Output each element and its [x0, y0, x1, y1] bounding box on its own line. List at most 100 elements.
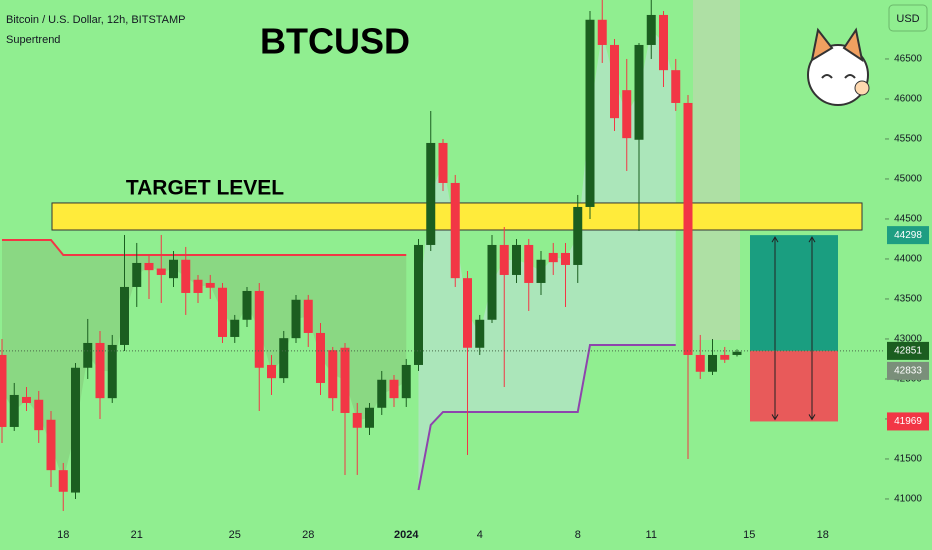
candle-body [83, 342, 93, 368]
x-tick-label: 18 [817, 529, 829, 541]
price-label-box [887, 226, 929, 245]
candle-body [181, 259, 191, 293]
chart-title: BTCUSD [260, 21, 410, 62]
candle-body [352, 412, 362, 428]
candle-body [46, 419, 56, 471]
y-tick-label: 41000 [894, 494, 922, 505]
candle-body [622, 90, 632, 139]
currency-button[interactable] [888, 4, 928, 32]
mascot [807, 27, 870, 106]
price-label-box [887, 341, 929, 360]
candle-body [708, 354, 717, 372]
candle-body [561, 252, 570, 265]
candle-body [132, 262, 142, 287]
price-label: 41969 [894, 416, 922, 427]
candle-body [95, 342, 105, 399]
x-tick-label: 8 [575, 529, 581, 541]
candle-body [524, 244, 534, 283]
candle-body [169, 259, 178, 279]
candle-body [377, 379, 387, 408]
candle-body [414, 244, 423, 365]
x-tick-label: 25 [229, 529, 241, 541]
y-tick-label: 43000 [894, 334, 922, 345]
candle-body [487, 244, 497, 320]
y-tick-label: 41500 [894, 454, 922, 465]
candle-body [0, 354, 7, 427]
indicator-label: Supertrend [6, 34, 60, 46]
candle-body [254, 290, 264, 368]
supertrend-line [417, 343, 676, 491]
candle-body [634, 44, 644, 140]
candle-body [720, 354, 730, 360]
candle-body [71, 367, 80, 493]
candle-body [279, 338, 289, 379]
candle-body [144, 262, 154, 271]
trend-fill [418, 29, 676, 491]
y-tick-label: 46000 [894, 94, 922, 105]
candle-body [58, 470, 68, 492]
x-tick-label: 28 [302, 529, 314, 541]
candle-body [732, 351, 742, 355]
candle-body [242, 290, 252, 320]
candle-body [426, 142, 436, 245]
candle-body [340, 347, 350, 413]
candle-body [499, 244, 509, 275]
arrow-head [808, 236, 816, 421]
candle-body [218, 287, 227, 337]
candle-body [267, 364, 276, 379]
candle-body [230, 319, 240, 337]
candle-body [573, 206, 583, 265]
y-tick-label: 43500 [894, 294, 922, 305]
candle-body [401, 364, 411, 399]
supertrend-line [2, 239, 407, 256]
candle-body [536, 259, 546, 283]
candle-body [695, 354, 705, 372]
x-tick-label: 11 [646, 529, 657, 541]
candle-body [463, 278, 472, 348]
candle-body [597, 19, 607, 45]
candle-body [610, 44, 619, 119]
symbol-label: Bitcoin / U.S. Dollar, 12h, BITSTAMP [6, 14, 186, 26]
candle-body [548, 252, 558, 263]
x-tick-label: 15 [743, 529, 755, 541]
y-tick-label: 45000 [894, 174, 922, 185]
candle-body [205, 282, 215, 288]
target-label: TARGET LEVEL [126, 177, 284, 200]
x-tick-label: 21 [131, 529, 143, 541]
candle-body [22, 396, 31, 403]
x-tick-label: 4 [477, 529, 483, 541]
candle-body [328, 350, 338, 399]
candle-body [683, 102, 693, 355]
candle-body [303, 299, 313, 333]
candle-body [120, 286, 129, 345]
candle-body [193, 279, 203, 293]
highlight-band [693, 0, 740, 340]
candle-body [646, 14, 656, 45]
price-label: 42851 [894, 346, 922, 357]
candle-body [512, 244, 521, 275]
price-label: 42833 [894, 366, 922, 377]
price-label: 44298 [894, 230, 922, 241]
x-tick-label: 2024 [394, 529, 419, 541]
candle-body [34, 399, 44, 431]
x-tick-label: 18 [57, 529, 69, 541]
candle-body [450, 182, 460, 279]
currency-label[interactable]: USD [896, 13, 919, 25]
candle-body [9, 394, 19, 427]
price-label-box [887, 412, 929, 431]
candle-body [365, 407, 374, 428]
y-tick-label: 45500 [894, 134, 922, 145]
profit-zone [750, 235, 838, 351]
candle-body [316, 332, 325, 383]
candle-body [475, 319, 485, 348]
price-label-box [887, 361, 929, 380]
arrow-head [771, 236, 779, 421]
candle-body [659, 14, 668, 71]
candle-body [389, 379, 399, 399]
candle-body [671, 70, 681, 103]
candle-body [156, 268, 166, 275]
candle-body [438, 142, 448, 183]
